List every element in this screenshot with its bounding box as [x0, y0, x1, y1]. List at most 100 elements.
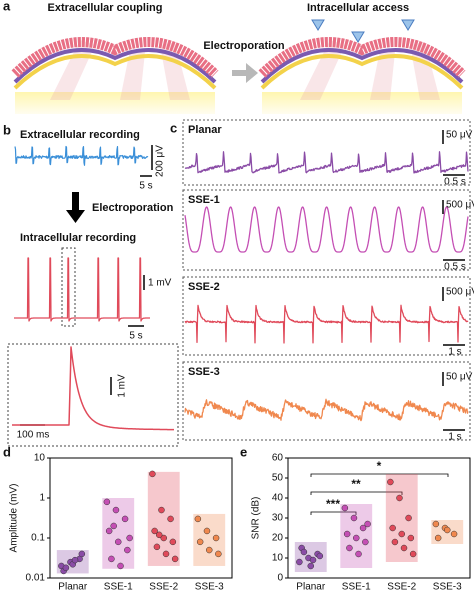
point — [405, 514, 412, 522]
panel-label: d — [3, 444, 11, 459]
arrow-label: Electroporation — [203, 40, 285, 52]
point — [203, 527, 211, 535]
point — [359, 524, 367, 532]
y-tick-label: 0.1 — [31, 533, 45, 544]
y-tick-label: 10 — [34, 453, 46, 464]
arrow — [66, 192, 85, 223]
scale-label: 1 mV — [148, 278, 172, 289]
point — [124, 546, 131, 554]
point — [300, 548, 308, 556]
trace-frame — [182, 361, 471, 441]
trace-frame — [182, 189, 471, 271]
panel-label: e — [240, 444, 247, 459]
point — [155, 531, 163, 539]
point — [103, 498, 111, 506]
point — [387, 478, 394, 486]
point — [110, 522, 117, 530]
point — [121, 515, 129, 523]
significance: * — [377, 459, 382, 473]
y-tick-label: 40 — [272, 493, 284, 504]
point — [108, 555, 115, 563]
point — [71, 556, 79, 564]
scale-label: 200 μV — [155, 145, 166, 177]
title: Intracellular recording — [20, 232, 136, 244]
point — [167, 515, 174, 523]
point — [350, 514, 358, 522]
scale-label: 0.5 s — [444, 262, 466, 273]
point — [432, 520, 440, 528]
trace-title: Planar — [188, 124, 222, 136]
point — [389, 524, 396, 532]
scale-label: 1 s — [448, 347, 461, 358]
axis-frame — [287, 457, 471, 579]
trace — [14, 145, 149, 166]
trace — [184, 304, 469, 344]
point — [78, 550, 86, 558]
scale-label: 100 ms — [17, 430, 50, 441]
point — [450, 530, 458, 538]
point — [149, 470, 156, 478]
scale-label: 1 mV — [117, 374, 128, 398]
scale-label: 500 μV — [446, 200, 474, 211]
point — [353, 534, 360, 542]
point — [343, 530, 351, 538]
x-tick-label: Planar — [296, 582, 326, 593]
point — [112, 506, 120, 514]
point — [169, 538, 177, 546]
y-tick-label: 50 — [272, 473, 284, 484]
scale-bars — [20, 145, 153, 426]
point — [434, 534, 442, 542]
point — [212, 534, 220, 542]
trace — [13, 257, 151, 322]
zoom-box — [61, 247, 76, 327]
x-tick-label: SSE-1 — [104, 582, 133, 593]
point — [444, 526, 451, 534]
title: Intracellular access — [307, 2, 409, 14]
point — [316, 552, 324, 560]
panel-label: b — [3, 122, 11, 137]
point — [62, 564, 70, 572]
y-tick-label: 20 — [272, 533, 284, 544]
x-tick-label: Planar — [58, 582, 88, 593]
point — [153, 543, 161, 551]
point — [115, 538, 122, 546]
point — [400, 544, 408, 552]
trace-title: SSE-2 — [188, 281, 220, 293]
point — [407, 534, 415, 542]
point — [364, 520, 371, 528]
scale-label: 5 s — [139, 181, 152, 192]
point — [346, 544, 353, 552]
point — [391, 538, 399, 546]
point — [341, 504, 349, 512]
scale-label: 0.5 s — [444, 177, 466, 188]
y-axis-label: SNR (dB) — [251, 497, 262, 540]
trace-title: SSE-1 — [188, 194, 220, 206]
trace-title: SSE-3 — [188, 366, 220, 378]
x-tick-label: SSE-1 — [342, 582, 371, 593]
box — [147, 471, 180, 566]
panel-label: c — [170, 120, 177, 135]
point — [206, 546, 213, 554]
point — [362, 538, 369, 546]
point — [307, 562, 314, 570]
panel-label: a — [3, 0, 11, 13]
y-tick-label: 60 — [272, 453, 284, 464]
x-tick-label: SSE-3 — [195, 582, 224, 593]
point — [171, 555, 179, 563]
point — [196, 538, 204, 546]
trace — [184, 206, 469, 253]
point — [194, 515, 202, 523]
x-tick-label: SSE-2 — [149, 582, 178, 593]
axis-frame — [49, 457, 233, 579]
y-tick-label: 0 — [277, 573, 283, 584]
point — [160, 534, 167, 542]
y-tick-label: 30 — [272, 513, 284, 524]
scale-label: 5 s — [129, 331, 142, 342]
point — [396, 494, 403, 502]
trace — [184, 151, 469, 174]
point — [215, 550, 222, 558]
scale-label: 500 μV — [446, 287, 474, 298]
x-tick-label: SSE-3 — [433, 582, 462, 593]
title: Extracellular coupling — [48, 2, 163, 14]
